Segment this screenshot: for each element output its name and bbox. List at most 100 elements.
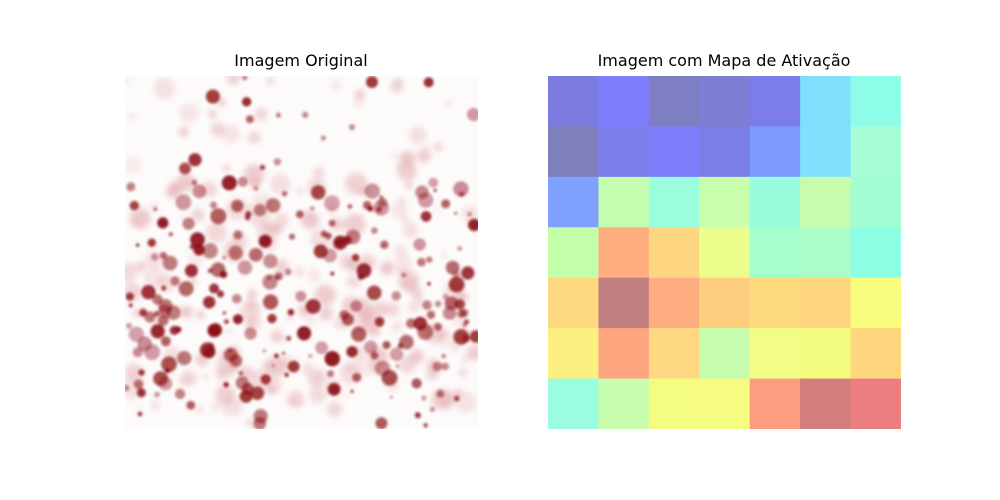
activation-cell <box>699 328 750 379</box>
activation-cell <box>800 126 851 177</box>
faint-droplet <box>436 329 454 347</box>
original-image-title: Imagem Original <box>234 51 367 71</box>
dark-droplet <box>260 165 265 170</box>
dark-droplet <box>254 204 266 216</box>
faint-droplet <box>405 181 413 189</box>
dark-droplet <box>421 211 432 222</box>
dark-droplet <box>380 196 383 199</box>
faint-droplet <box>319 306 333 320</box>
faint-droplet <box>180 306 193 319</box>
dark-droplet <box>306 299 321 314</box>
dark-droplet <box>210 208 226 224</box>
dark-droplet <box>171 276 180 285</box>
dark-droplet <box>365 183 380 198</box>
dark-droplet <box>441 363 449 371</box>
dark-droplet <box>223 256 226 259</box>
faint-droplet <box>294 267 304 277</box>
dark-droplet <box>158 304 171 317</box>
activation-cell <box>851 227 901 278</box>
dark-droplet <box>157 217 168 228</box>
dark-droplet <box>282 352 285 355</box>
faint-droplet <box>392 153 398 159</box>
faint-droplet <box>191 209 204 222</box>
faint-droplet <box>417 149 431 163</box>
dark-droplet <box>430 407 435 412</box>
activation-cell <box>750 76 801 127</box>
dark-droplet <box>402 273 406 277</box>
dark-droplet <box>363 201 372 210</box>
dark-droplet <box>186 401 195 410</box>
dark-droplet <box>229 246 243 260</box>
dark-droplet <box>230 354 243 367</box>
activation-cell <box>750 126 801 177</box>
dark-droplet <box>274 158 281 165</box>
dark-droplet <box>325 233 332 240</box>
dark-droplet <box>202 243 218 259</box>
dark-droplet <box>179 163 191 175</box>
faint-droplet <box>195 310 205 320</box>
dark-droplet <box>364 341 377 354</box>
activation-cell <box>699 379 750 429</box>
faint-droplet <box>425 145 430 150</box>
faint-droplet <box>434 143 442 151</box>
dark-droplet <box>138 369 144 375</box>
dark-droplet <box>453 329 469 345</box>
dark-droplet <box>231 200 243 212</box>
faint-droplet <box>308 269 321 282</box>
activation-cell <box>548 126 599 177</box>
dark-droplet <box>428 178 438 188</box>
dark-droplet <box>346 230 360 244</box>
dark-droplet <box>461 266 474 279</box>
dark-droplet <box>328 383 341 396</box>
faint-droplet <box>181 214 185 218</box>
dark-droplet <box>325 351 340 366</box>
dark-droplet <box>375 417 387 429</box>
faint-droplet <box>409 127 427 145</box>
dark-droplet <box>329 220 336 227</box>
dark-droplet <box>153 371 168 386</box>
dark-droplet <box>190 232 205 247</box>
dark-droplet <box>134 380 144 390</box>
faint-droplet <box>137 406 141 410</box>
faint-droplet <box>373 302 389 318</box>
dark-droplet <box>352 254 359 261</box>
dark-droplet <box>136 243 139 246</box>
faint-droplet <box>206 222 227 243</box>
faint-droplet <box>223 165 230 172</box>
faint-droplet <box>313 167 325 179</box>
faint-droplet <box>271 330 284 343</box>
dark-droplet <box>324 195 340 211</box>
dark-droplet <box>380 241 388 249</box>
faint-droplet <box>355 90 366 101</box>
dark-droplet <box>188 153 201 166</box>
faint-droplet <box>393 77 403 87</box>
dark-droplet <box>382 370 398 386</box>
faint-droplet <box>153 78 175 100</box>
dark-droplet <box>154 392 159 397</box>
dark-droplet <box>314 245 328 259</box>
dark-droplet <box>254 409 268 423</box>
faint-droplet <box>169 182 182 195</box>
faint-droplet <box>343 393 348 398</box>
faint-droplet <box>211 402 221 412</box>
dark-droplet <box>367 286 382 301</box>
activation-cell <box>598 227 649 278</box>
activation-cell <box>649 177 700 228</box>
activation-cell <box>699 227 750 278</box>
dark-droplet <box>148 239 156 247</box>
dark-droplet <box>422 396 427 401</box>
dark-droplet <box>254 186 259 191</box>
dark-droplet <box>390 396 393 399</box>
dark-droplet <box>441 199 450 208</box>
dark-droplet <box>455 299 465 309</box>
dark-droplet <box>192 180 198 186</box>
activation-cell <box>649 126 700 177</box>
activation-map-title: Imagem com Mapa de Ativação <box>598 51 851 71</box>
dark-droplet <box>144 344 160 360</box>
faint-droplet <box>246 299 258 311</box>
dark-droplet <box>224 382 229 387</box>
faint-droplet <box>136 262 145 271</box>
activation-cell <box>750 328 801 379</box>
dark-droplet <box>161 357 177 373</box>
faint-droplet <box>129 113 136 120</box>
